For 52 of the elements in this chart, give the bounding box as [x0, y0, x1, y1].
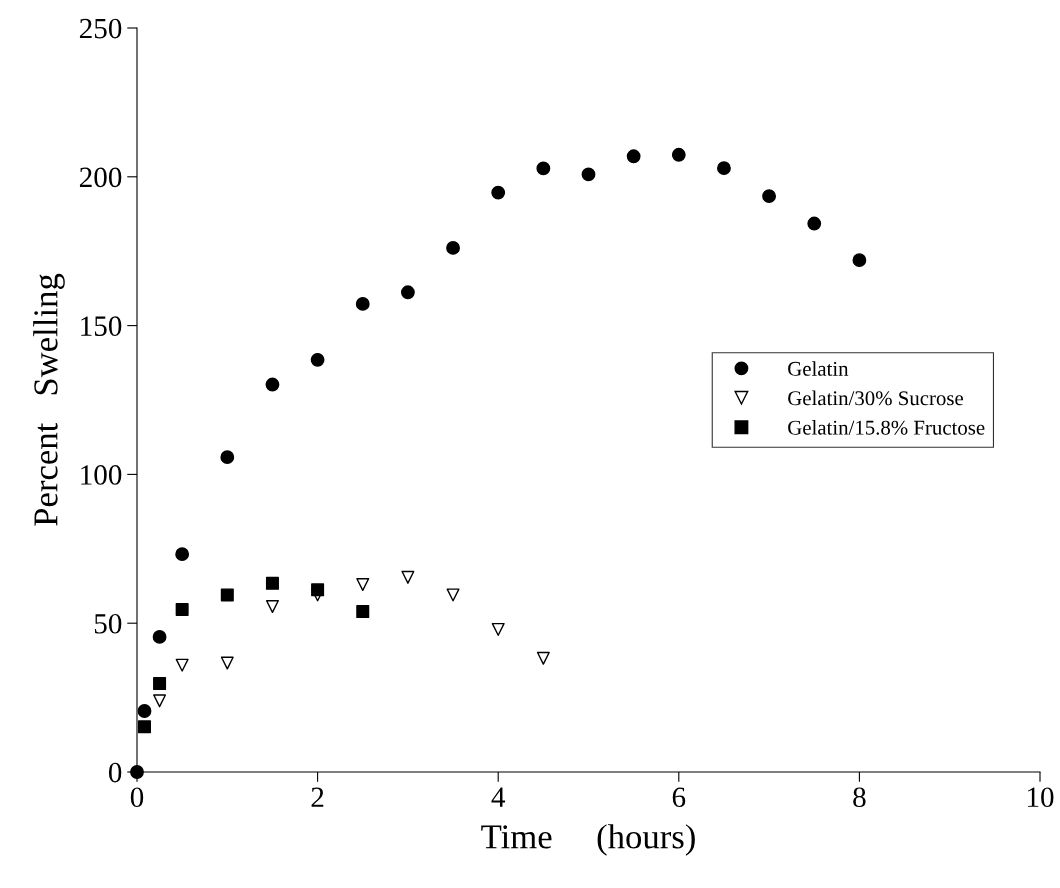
x-tick-label: 0	[130, 787, 144, 808]
point	[446, 241, 460, 255]
point	[265, 377, 280, 392]
x-axis-title: Time (hours)	[481, 824, 695, 856]
y-tick-label: 150	[81, 316, 122, 337]
x-tick-label: 6	[672, 787, 686, 808]
point	[310, 352, 325, 367]
point	[626, 149, 641, 164]
point	[220, 656, 234, 670]
point	[311, 583, 325, 597]
legend-label: Gelatin	[788, 361, 849, 376]
point	[175, 658, 189, 672]
point	[852, 253, 867, 268]
point	[153, 677, 167, 691]
point	[175, 547, 190, 562]
point	[265, 600, 279, 614]
point	[152, 629, 167, 644]
point	[491, 185, 506, 200]
legend-label: Gelatin/15.8% Fructose	[788, 420, 985, 435]
point	[400, 285, 415, 300]
point	[153, 694, 167, 708]
y-tick-label: 200	[79, 167, 122, 188]
point	[401, 570, 415, 584]
point	[175, 603, 189, 617]
point	[137, 720, 151, 734]
point	[220, 450, 235, 465]
y-tick-label: 50	[94, 613, 122, 634]
x-tick-label: 4	[491, 787, 506, 807]
point	[581, 167, 596, 182]
point	[356, 578, 370, 592]
point	[220, 588, 234, 602]
legend-label: Gelatin/30% Sucrose	[788, 390, 963, 406]
point	[491, 622, 505, 636]
x-tick-label: 10	[1027, 787, 1054, 808]
point	[355, 296, 370, 311]
y-tick-label: 250	[79, 18, 122, 39]
point	[130, 765, 144, 779]
y-tick-label: 0	[108, 762, 122, 783]
point	[446, 588, 460, 602]
point	[671, 147, 686, 162]
x-tick-label: 8	[853, 787, 866, 808]
point	[717, 161, 731, 176]
y-tick-label: 100	[81, 465, 122, 485]
point	[265, 576, 279, 590]
point	[807, 216, 822, 231]
point	[137, 704, 152, 718]
point	[536, 651, 550, 665]
point	[356, 605, 370, 619]
point	[536, 161, 551, 176]
x-tick-label: 2	[311, 787, 324, 807]
point	[762, 189, 777, 204]
y-axis-title: Percent Swelling	[33, 273, 65, 526]
